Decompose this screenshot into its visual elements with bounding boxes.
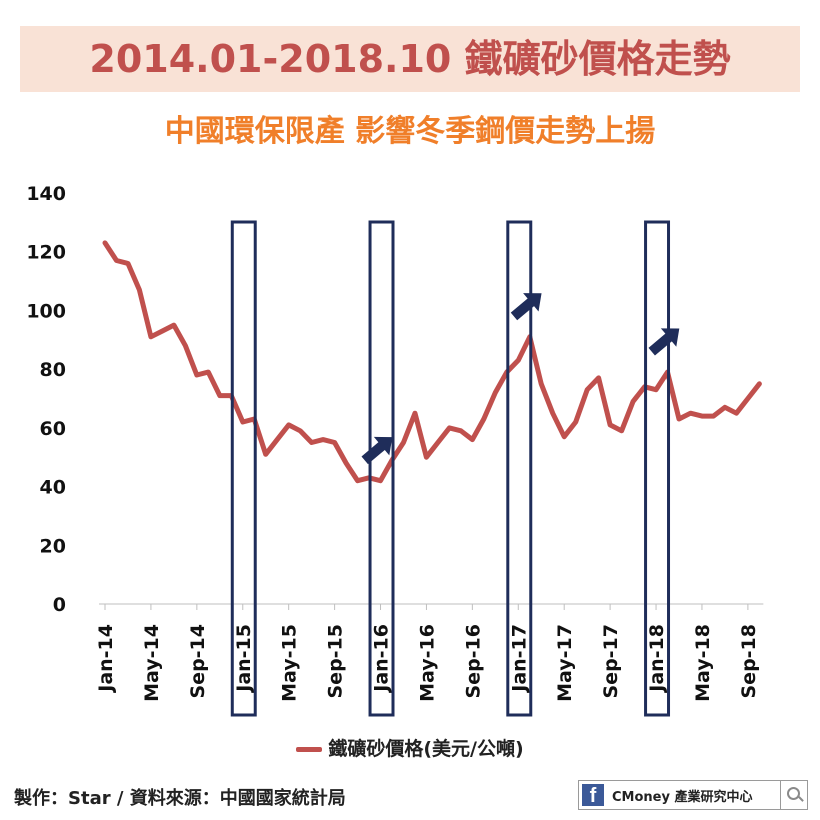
title-band (20, 26, 800, 92)
chart-title: 2014.01-2018.10 鐵礦砂價格走勢 (89, 37, 731, 81)
series-layer (102, 240, 762, 484)
y-tick-label: 80 (40, 359, 66, 381)
chart-subtitle: 中國環保限產 影響冬季鋼價走勢上揚 (164, 114, 656, 149)
y-tick-label: 120 (26, 242, 66, 264)
x-tick-label: Sep-14 (187, 624, 209, 699)
highlight-box (644, 220, 671, 717)
highlight-box (230, 220, 257, 717)
x-tick-label: Jan-17 (508, 624, 530, 694)
y-tick-label: 100 (26, 300, 66, 322)
y-tick-label: 40 (40, 477, 66, 499)
x-axis: Jan-14 May-14 Sep-14 Jan-15 May-15 Sep-15 Jan-… (95, 603, 764, 702)
up-arrow-icon (361, 436, 393, 465)
up-arrow-icon (648, 328, 680, 356)
x-tick-label: May-16 (416, 624, 438, 702)
series-line (102, 240, 762, 484)
search-icon[interactable] (780, 781, 807, 809)
highlight-box (368, 220, 395, 717)
up-arrow-icon (510, 293, 542, 321)
x-tick-label: May-18 (692, 624, 714, 702)
brand-badge[interactable]: f CMoney 產業研究中心 (578, 780, 808, 810)
x-tick-label: Jan-14 (95, 624, 117, 694)
x-tick-label: May-15 (279, 624, 301, 702)
source-credit: 製作：Star / 資料來源：中國國家統計局 (14, 788, 346, 809)
arrow-layer (361, 293, 680, 465)
facebook-icon: f (582, 784, 604, 806)
x-tick-label: Jan-18 (646, 624, 668, 694)
y-axis: 0 20 40 60 80 100 120 140 (26, 183, 66, 616)
x-tick-label: Jan-16 (371, 624, 393, 694)
highlight-box (506, 220, 533, 717)
legend-label: 鐵礦砂價格(美元/公噸) (328, 738, 524, 760)
y-tick-label: 140 (26, 183, 66, 205)
y-tick-label: 0 (53, 594, 66, 616)
x-tick-label: May-17 (554, 624, 576, 702)
y-tick-label: 60 (40, 418, 66, 440)
y-tick-label: 20 (40, 535, 66, 557)
x-tick-label: May-14 (141, 624, 163, 702)
x-tick-label: Sep-16 (462, 624, 484, 699)
legend-line-swatch (296, 747, 323, 752)
x-tick-label: Sep-18 (738, 624, 760, 699)
x-tick-label: Jan-15 (233, 624, 255, 694)
legend: 鐵礦砂價格(美元/公噸) (0, 734, 820, 761)
x-tick-label: Sep-15 (325, 624, 347, 699)
brand-name: CMoney 產業研究中心 (612, 789, 753, 805)
highlight-layer (230, 220, 671, 717)
x-tick-label: Sep-17 (600, 624, 622, 699)
